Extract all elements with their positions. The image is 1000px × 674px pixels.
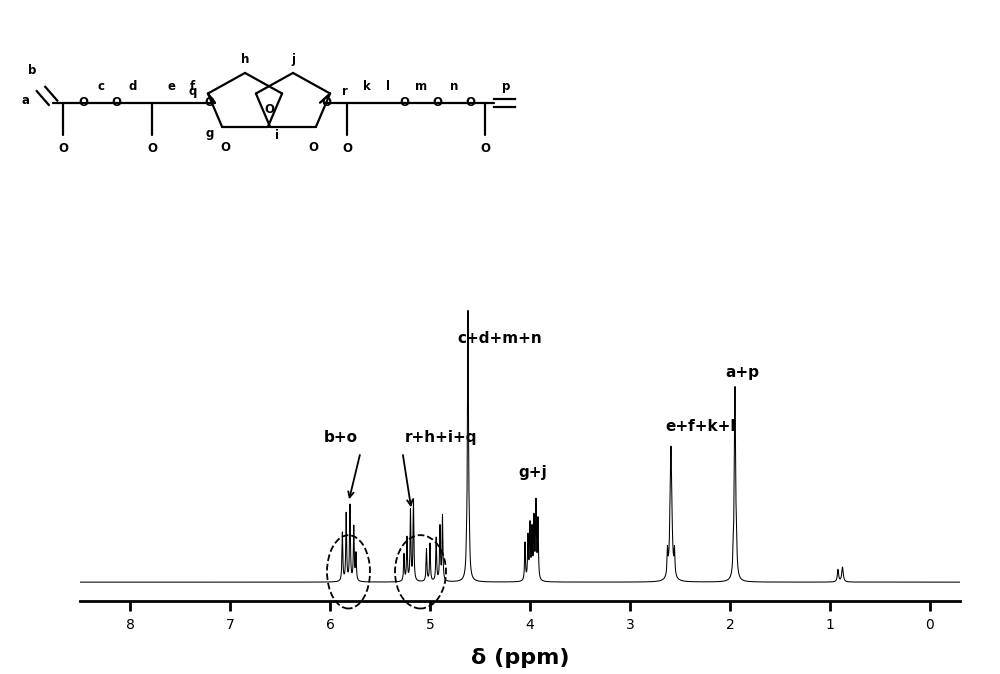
Text: r: r [342, 85, 348, 98]
Text: e: e [168, 80, 176, 93]
Text: c: c [98, 80, 104, 93]
Text: O: O [432, 96, 442, 109]
Text: O: O [204, 96, 214, 109]
Text: p: p [502, 80, 510, 93]
Text: O: O [147, 142, 157, 155]
Text: O: O [220, 141, 230, 154]
X-axis label: δ (ppm): δ (ppm) [471, 648, 569, 669]
Text: b: b [28, 64, 36, 77]
Text: a+p: a+p [725, 365, 759, 379]
Text: m: m [415, 80, 427, 93]
Text: O: O [264, 103, 274, 116]
Text: c+d+m+n: c+d+m+n [457, 331, 542, 346]
Text: O: O [399, 96, 409, 109]
Text: j: j [291, 53, 295, 65]
Text: O: O [111, 96, 121, 109]
Text: e+f+k+l: e+f+k+l [665, 419, 735, 434]
Text: q: q [189, 85, 197, 98]
Text: f: f [190, 80, 195, 93]
Text: h: h [241, 53, 249, 65]
Text: g: g [206, 127, 214, 140]
Text: O: O [308, 141, 318, 154]
Text: g+j: g+j [518, 465, 547, 481]
Text: i: i [275, 129, 279, 142]
Text: O: O [342, 142, 352, 155]
Text: k: k [363, 80, 371, 93]
Text: O: O [78, 96, 88, 109]
Text: O: O [465, 96, 475, 109]
Text: O: O [321, 96, 331, 109]
Text: n: n [450, 80, 458, 93]
Text: a: a [21, 94, 29, 107]
Text: b+o: b+o [324, 430, 358, 445]
Text: d: d [129, 80, 137, 93]
Text: O: O [58, 142, 68, 155]
Text: l: l [386, 80, 390, 93]
Text: r+h+i+q: r+h+i+q [405, 430, 477, 445]
Text: O: O [480, 142, 490, 155]
